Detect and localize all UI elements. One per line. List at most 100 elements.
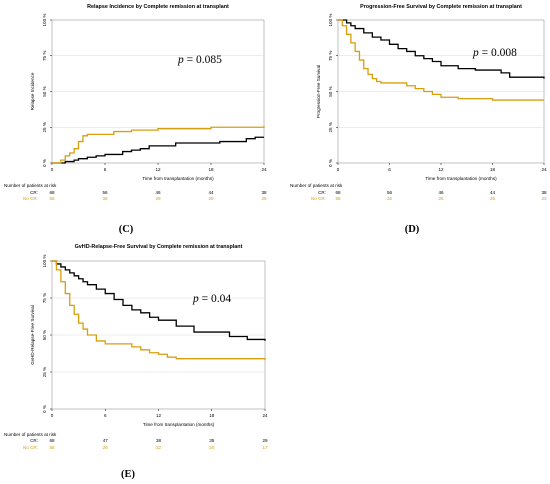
- risk-value-cr: 47: [103, 438, 109, 443]
- chart-panel-c: Relapse Incidence by Complete remission …: [4, 4, 267, 235]
- risk-value-cr: 68: [335, 190, 341, 195]
- y-tick-label: 50 %: [328, 86, 333, 96]
- panel-letter: (E): [121, 469, 136, 480]
- risk-row-label-nocr: No CR:: [23, 196, 38, 201]
- series-line-nocr: [52, 260, 266, 361]
- risk-table-heading: Number of patients at risk: [4, 183, 57, 188]
- x-tick-label: 24: [541, 167, 547, 172]
- p-symbol: p: [472, 47, 479, 59]
- risk-value-cr: 38: [156, 438, 162, 443]
- risk-value-nocr: 23: [541, 196, 547, 201]
- y-tick-label: 100 %: [328, 13, 333, 26]
- risk-value-cr: 35: [209, 438, 215, 443]
- risk-value-cr: 29: [262, 438, 268, 443]
- series-line-nocr: [52, 125, 265, 164]
- risk-row-label-cr: CR:: [30, 190, 38, 195]
- panel-letter: (D): [405, 224, 420, 235]
- risk-row-label-cr: CR:: [318, 190, 326, 195]
- y-tick-label: 100 %: [42, 13, 47, 26]
- p-value: = 0.04: [199, 293, 232, 305]
- series-line-cr: [52, 260, 266, 341]
- y-axis-label: Progression-Free Survival: [316, 65, 321, 118]
- risk-value-cr: 44: [490, 190, 496, 195]
- x-tick-label: 6: [104, 413, 107, 418]
- p-value-label: p = 0.008: [472, 47, 517, 59]
- x-axis-label: Time from transplantation (months): [143, 422, 215, 427]
- risk-value-nocr: 35: [102, 196, 108, 201]
- y-tick-label: 25 %: [328, 122, 333, 132]
- risk-value-nocr: 58: [49, 445, 55, 450]
- p-symbol: p: [177, 54, 184, 66]
- risk-value-nocr: 58: [335, 196, 341, 201]
- risk-value-nocr: 58: [49, 196, 55, 201]
- y-tick-label: 75 %: [42, 293, 47, 303]
- x-tick-label: 18: [208, 167, 214, 172]
- x-tick-label: 0: [51, 167, 54, 172]
- risk-value-cr: 38: [261, 190, 267, 195]
- x-tick-label: 24: [262, 413, 268, 418]
- p-value: = 0.085: [184, 54, 222, 66]
- risk-value-cr: 46: [438, 190, 444, 195]
- x-tick-label: 12: [156, 413, 162, 418]
- risk-value-nocr: 26: [103, 445, 109, 450]
- x-tick-label: 18: [209, 413, 215, 418]
- chart-title: GvHD-Relapse-Free Survival by Complete r…: [75, 244, 243, 250]
- risk-value-cr: 68: [49, 438, 55, 443]
- risk-row-label-nocr: No CR:: [23, 445, 38, 450]
- x-tick-label: 0: [51, 413, 54, 418]
- series-line-cr: [52, 136, 264, 164]
- panel-letter: (C): [119, 224, 134, 235]
- x-tick-label: 6: [104, 167, 107, 172]
- x-tick-label: 6: [388, 167, 391, 172]
- risk-row-label-nocr: No CR:: [311, 196, 326, 201]
- risk-value-nocr: 26: [490, 196, 496, 201]
- risk-value-cr: 68: [49, 190, 55, 195]
- x-tick-label: 18: [490, 167, 496, 172]
- risk-value-nocr: 17: [262, 445, 268, 450]
- y-tick-label: 25 %: [42, 122, 47, 132]
- p-value: = 0.008: [479, 47, 517, 59]
- y-tick-label: 0 %: [42, 405, 47, 413]
- y-tick-label: 75 %: [328, 51, 333, 61]
- p-value-label: p = 0.085: [177, 54, 222, 66]
- risk-value-cr: 46: [155, 190, 161, 195]
- risk-table-heading: Number of patients at risk: [4, 432, 57, 437]
- risk-value-nocr: 22: [156, 445, 162, 450]
- y-axis-label: GvHD-Relapse-Free Survival: [30, 305, 35, 364]
- y-tick-label: 100 %: [42, 254, 47, 267]
- risk-value-nocr: 20: [209, 445, 215, 450]
- p-symbol: p: [192, 293, 199, 305]
- chart-panel-d: Progression-Free Survival by Complete re…: [290, 4, 547, 235]
- risk-value-cr: 56: [387, 190, 393, 195]
- y-tick-label: 50 %: [42, 86, 47, 96]
- risk-value-cr: 56: [102, 190, 108, 195]
- risk-table-heading: Number of patients at risk: [290, 183, 343, 188]
- x-tick-label: 12: [438, 167, 444, 172]
- chart-title: Relapse Incidence by Complete remission …: [87, 4, 229, 10]
- y-tick-label: 25 %: [42, 367, 47, 377]
- series-line-cr: [338, 19, 545, 79]
- y-tick-label: 75 %: [42, 51, 47, 61]
- p-value-label: p = 0.04: [192, 293, 231, 305]
- chart-title: Progression-Free Survival by Complete re…: [360, 4, 522, 10]
- risk-value-nocr: 29: [155, 196, 161, 201]
- risk-value-cr: 44: [208, 190, 214, 195]
- risk-value-nocr: 29: [208, 196, 214, 201]
- x-axis-label: Time from transplantation (months): [425, 176, 497, 181]
- risk-row-label-cr: CR:: [30, 438, 38, 443]
- risk-value-cr: 38: [541, 190, 547, 195]
- y-tick-label: 0 %: [328, 159, 333, 167]
- series-line-nocr: [338, 19, 544, 101]
- x-tick-label: 24: [261, 167, 267, 172]
- chart-panel-e: GvHD-Relapse-Free Survival by Complete r…: [4, 244, 268, 480]
- x-tick-label: 0: [337, 167, 340, 172]
- risk-value-nocr: 26: [438, 196, 444, 201]
- y-axis-label: Relapse Incidence: [30, 72, 35, 110]
- x-axis-label: Time from transplantation (months): [142, 176, 214, 181]
- x-tick-label: 12: [155, 167, 161, 172]
- risk-value-nocr: 32: [387, 196, 393, 201]
- y-tick-label: 0 %: [42, 159, 47, 167]
- risk-value-nocr: 25: [261, 196, 267, 201]
- y-tick-label: 50 %: [42, 330, 47, 340]
